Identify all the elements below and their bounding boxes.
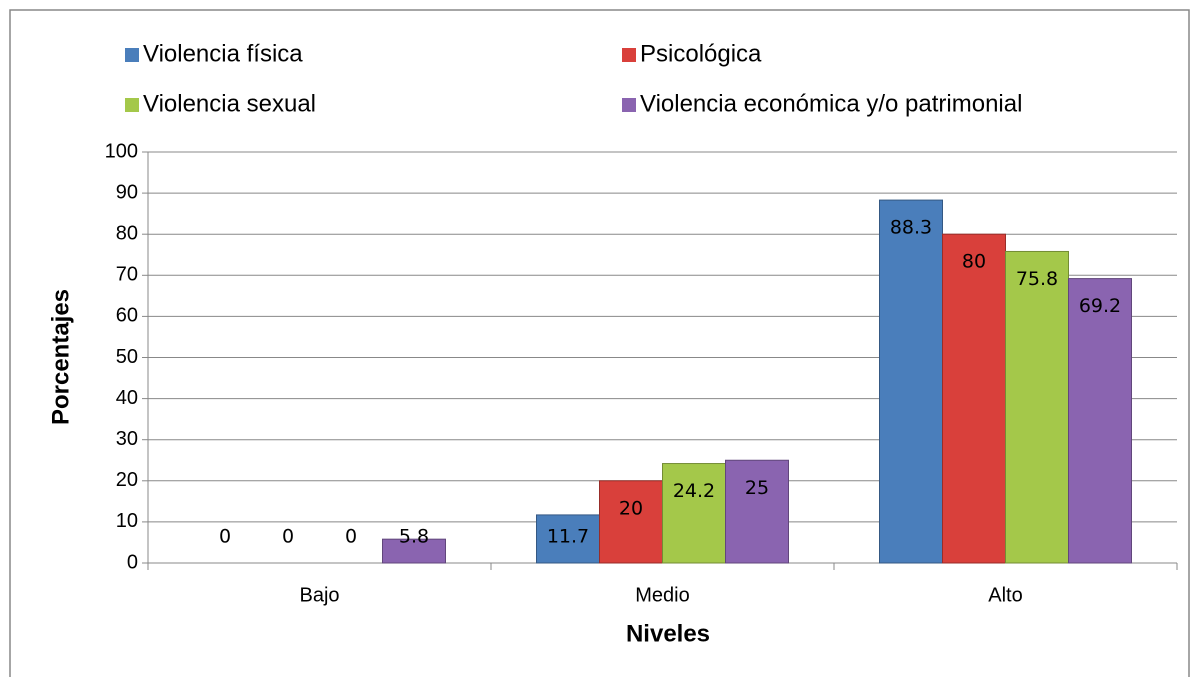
y-tick-label: 100 <box>105 140 138 162</box>
y-tick-label: 80 <box>116 222 138 244</box>
y-tick-label: 40 <box>116 387 138 409</box>
data-label: 75.8 <box>1016 268 1058 290</box>
x-tick-label: Alto <box>988 584 1022 606</box>
x-tick-label: Bajo <box>299 584 339 606</box>
data-label: 11.7 <box>547 526 589 548</box>
bar <box>662 463 726 564</box>
bar <box>942 233 1006 564</box>
x-axis-label: Niveles <box>626 620 710 647</box>
legend-swatch <box>622 48 636 62</box>
chart-border <box>9 9 1190 677</box>
bar <box>1005 250 1069 564</box>
data-label: 0 <box>282 526 294 548</box>
data-label: 24.2 <box>673 480 715 502</box>
bar <box>382 538 446 564</box>
y-axis-label: Porcentajes <box>47 289 74 425</box>
data-label: 0 <box>345 526 357 548</box>
data-label: 80 <box>962 251 986 273</box>
data-label: 20 <box>619 497 643 519</box>
x-tick-label: Medio <box>635 584 689 606</box>
legend-label: Psicológica <box>640 40 762 67</box>
y-tick-label: 0 <box>127 551 138 573</box>
bar <box>879 199 943 564</box>
legend-label: Violencia física <box>143 40 303 67</box>
bar <box>1068 278 1132 564</box>
data-label: 25 <box>745 477 769 499</box>
legend-swatch <box>125 98 139 112</box>
y-tick-label: 50 <box>116 346 138 368</box>
y-tick-label: 60 <box>116 305 138 327</box>
y-tick-label: 20 <box>116 469 138 491</box>
legend-label: Violencia sexual <box>143 90 316 117</box>
legend-label: Violencia económica y/o patrimonial <box>640 90 1022 117</box>
y-tick-label: 30 <box>116 428 138 450</box>
legend-swatch <box>125 48 139 62</box>
bar <box>725 459 789 564</box>
data-label: 5.8 <box>399 526 429 548</box>
y-tick-label: 90 <box>116 181 138 203</box>
y-tick-label: 70 <box>116 264 138 286</box>
data-label: 0 <box>219 526 231 548</box>
data-label: 69.2 <box>1079 295 1121 317</box>
bar <box>536 514 600 564</box>
y-tick-label: 10 <box>116 510 138 532</box>
bar <box>599 480 663 564</box>
legend-swatch <box>622 98 636 112</box>
data-label: 88.3 <box>890 217 932 239</box>
